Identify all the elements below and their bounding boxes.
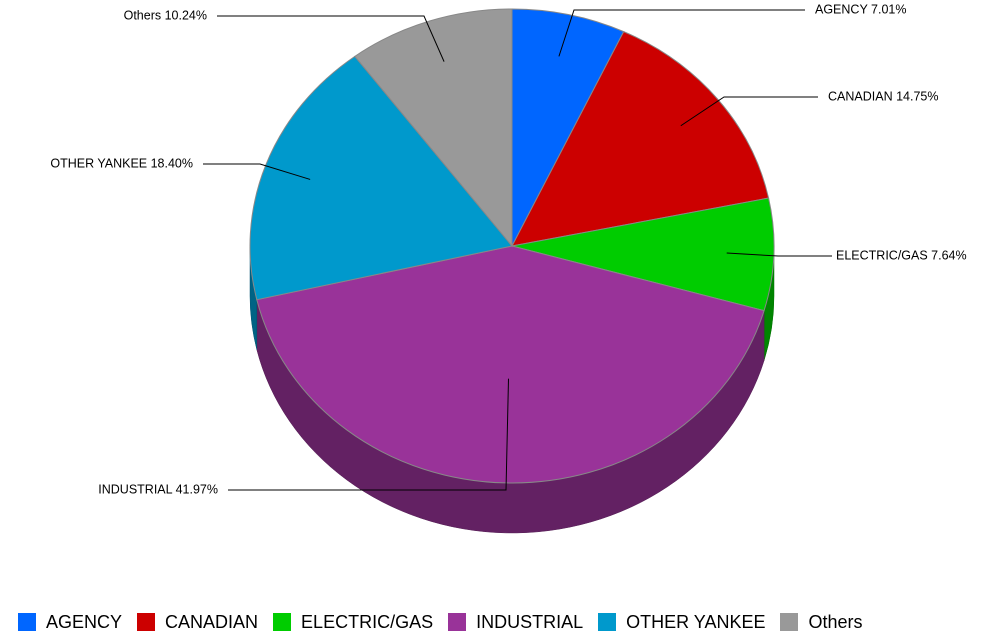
pie-slice-agency[interactable] — [511, 8, 625, 247]
leader-line-industrial — [228, 378, 509, 491]
leader-line-other-yankee — [203, 163, 311, 180]
legend-item-electric-gas[interactable]: ELECTRIC/GAS — [273, 612, 433, 632]
pie-chart-svg: AGENCY 7.01% CANADIAN 14.75% ELECTRIC/GAS … — [50, 2, 967, 534]
legend-label-canadian: CANADIAN — [165, 612, 259, 632]
legend-swatch-canadian — [137, 613, 156, 631]
pie-slice-others[interactable] — [354, 8, 513, 248]
legend-label-industrial: INDUSTRIAL — [476, 612, 584, 632]
pie-slice-canadian[interactable] — [511, 30, 770, 247]
leader-line-agency — [558, 9, 805, 57]
legend-swatch-electric-gas — [273, 613, 292, 631]
legend-item-industrial[interactable]: INDUSTRIAL — [448, 612, 583, 632]
leader-line-others — [217, 15, 445, 62]
leader-line-electric-gas — [726, 252, 832, 257]
legend-item-agency[interactable]: AGENCY — [18, 612, 122, 632]
legend-label-agency: AGENCY — [46, 612, 123, 632]
legend-item-others[interactable]: Others — [780, 612, 863, 632]
slice-label-agency: AGENCY 7.01% — [815, 2, 906, 16]
slice-label-industrial: INDUSTRIAL 41.97% — [98, 482, 218, 496]
legend-swatch-other-yankee — [598, 613, 617, 631]
slice-label-others: Others 10.24% — [124, 8, 207, 22]
legend-swatch-agency — [18, 613, 36, 631]
legend-swatch-industrial — [448, 613, 467, 631]
legend-label-others: Others — [808, 612, 863, 632]
pie-slice-electric-gas[interactable] — [511, 197, 775, 312]
slice-label-electric-gas: ELECTRIC/GAS 7.64% — [836, 248, 967, 262]
legend-label-other-yankee: OTHER YANKEE — [626, 612, 766, 632]
slice-label-canadian: CANADIAN 14.75% — [828, 89, 938, 103]
leader-line-canadian — [680, 96, 818, 127]
legend-item-other-yankee[interactable]: OTHER YANKEE — [598, 612, 765, 632]
legend-label-electric-gas: ELECTRIC/GAS — [301, 612, 434, 632]
slice-label-other-yankee: OTHER YANKEE 18.40% — [50, 156, 193, 170]
legend-swatch-others — [780, 613, 799, 631]
pie-slice-other-yankee[interactable] — [249, 55, 513, 301]
legend-item-canadian[interactable]: CANADIAN — [137, 612, 258, 632]
chart-legend: AGENCY CANADIAN ELECTRIC/GAS INDUSTRIAL … — [18, 609, 863, 635]
